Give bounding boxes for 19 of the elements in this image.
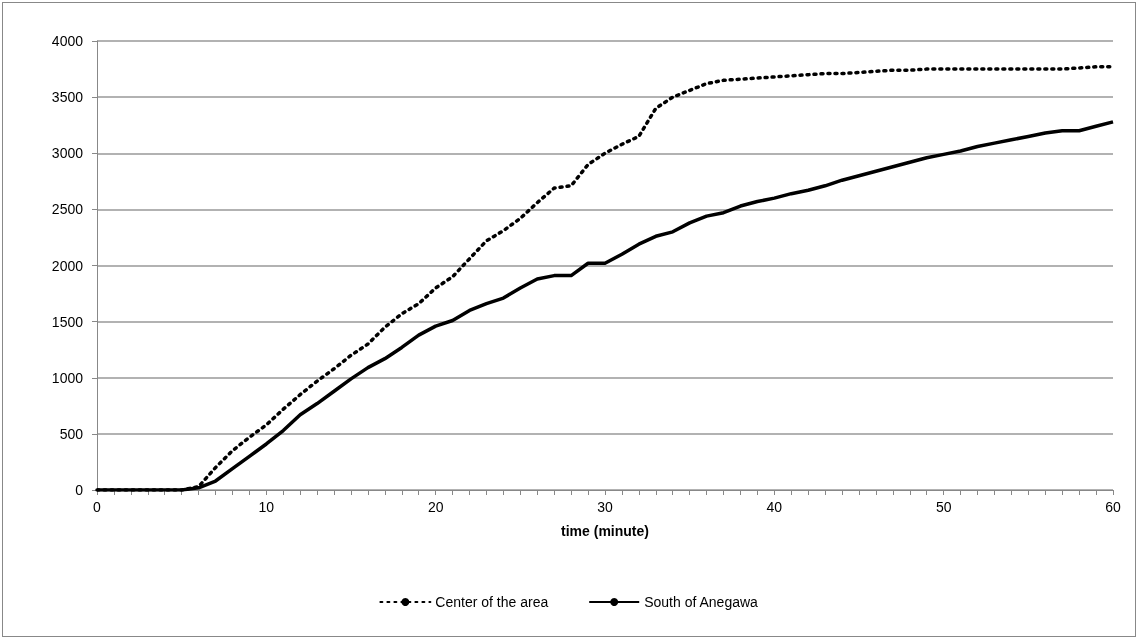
y-tick-label: 0 [75, 482, 84, 498]
y-tick-label: 500 [59, 425, 84, 442]
y-tick-label: 2000 [51, 257, 84, 274]
x-tick-label: 30 [597, 499, 613, 515]
y-tick-label: 3500 [51, 89, 84, 106]
x-axis-title: time (minute) [561, 523, 649, 539]
y-tick-label: 3000 [51, 145, 84, 162]
x-tick-label: 20 [427, 499, 444, 515]
y-tick-label: 2500 [51, 201, 84, 218]
y-tick-label: 1000 [51, 369, 84, 386]
legend-label: Center of the area [435, 594, 549, 610]
x-tick-label: 50 [935, 499, 952, 515]
x-tick-label: 60 [1105, 499, 1121, 515]
y-tick-label: 4000 [51, 33, 84, 49]
legend-label: South of Anegawa [644, 594, 759, 610]
y-tick-label: 1500 [51, 313, 84, 330]
x-tick-label: 40 [766, 499, 783, 515]
x-tick-label: 10 [258, 499, 275, 515]
x-tick-label: 0 [93, 499, 102, 515]
